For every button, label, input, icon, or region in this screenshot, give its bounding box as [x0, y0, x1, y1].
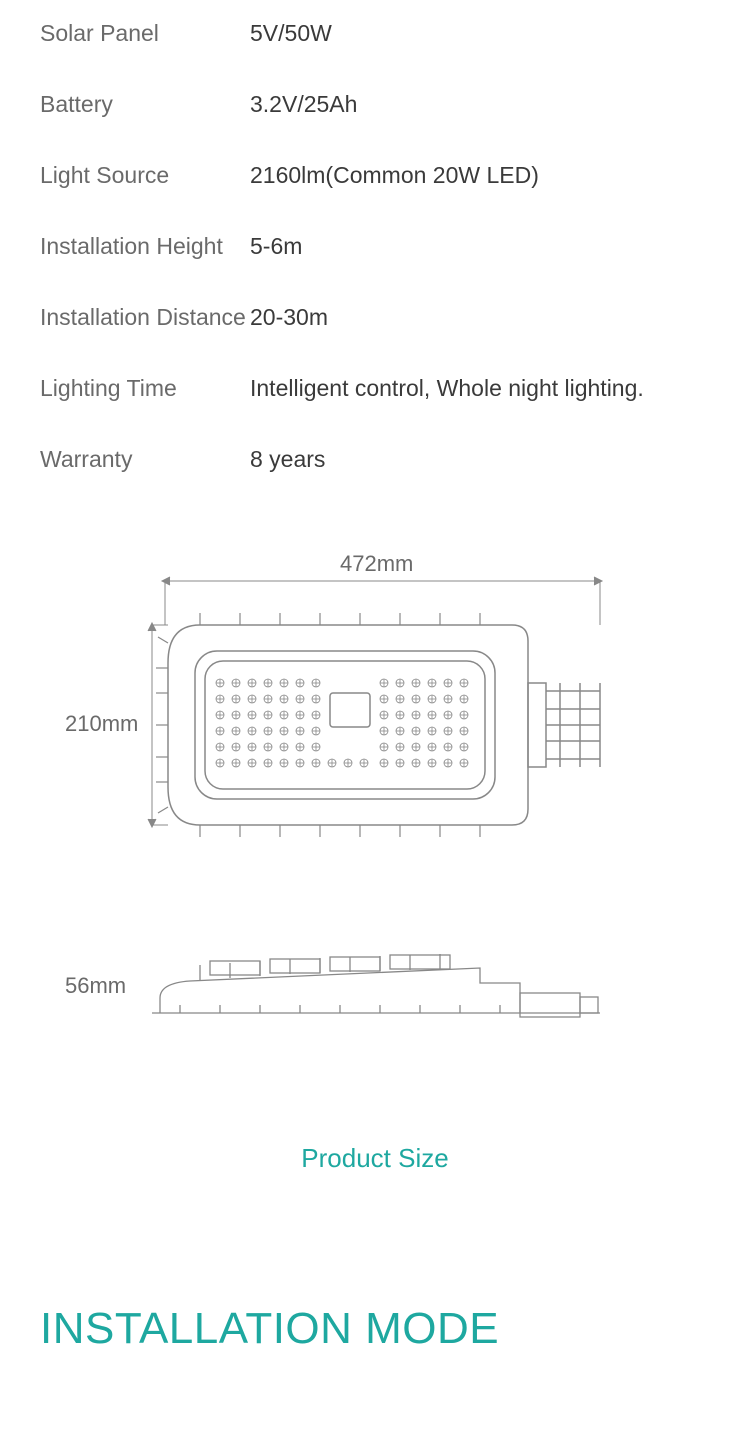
spec-value: 20-30m	[250, 304, 328, 331]
width-dimension-label: 472mm	[340, 551, 413, 577]
spec-row: Light Source 2160lm(Common 20W LED)	[40, 162, 710, 189]
product-size-label: Product Size	[0, 1143, 750, 1174]
spec-row: Solar Panel 5V/50W	[40, 20, 710, 47]
spec-value: 5-6m	[250, 233, 302, 260]
height-dimension-label: 210mm	[65, 711, 138, 737]
spec-row: Lighting Time Intelligent control, Whole…	[40, 375, 710, 402]
spec-label: Installation Distance	[40, 304, 250, 331]
spec-row: Installation Distance 20-30m	[40, 304, 710, 331]
product-diagram: 472mm 210mm 56mm	[0, 533, 750, 1133]
spec-value: 8 years	[250, 446, 325, 473]
spec-label: Installation Height	[40, 233, 250, 260]
spec-label: Battery	[40, 91, 250, 118]
spec-row: Warranty 8 years	[40, 446, 710, 473]
spec-value: Intelligent control, Whole night lightin…	[250, 375, 644, 402]
spec-row: Battery 3.2V/25Ah	[40, 91, 710, 118]
installation-mode-heading: INSTALLATION MODE	[40, 1304, 750, 1354]
spec-value: 5V/50W	[250, 20, 332, 47]
spec-row: Installation Height 5-6m	[40, 233, 710, 260]
specs-table: Solar Panel 5V/50W Battery 3.2V/25Ah Lig…	[0, 0, 750, 473]
depth-dimension-label: 56mm	[65, 973, 126, 999]
spec-label: Lighting Time	[40, 375, 250, 402]
spec-label: Warranty	[40, 446, 250, 473]
spec-label: Light Source	[40, 162, 250, 189]
spec-value: 2160lm(Common 20W LED)	[250, 162, 539, 189]
spec-value: 3.2V/25Ah	[250, 91, 357, 118]
product-size-diagram-svg	[0, 533, 750, 1133]
spec-label: Solar Panel	[40, 20, 250, 47]
